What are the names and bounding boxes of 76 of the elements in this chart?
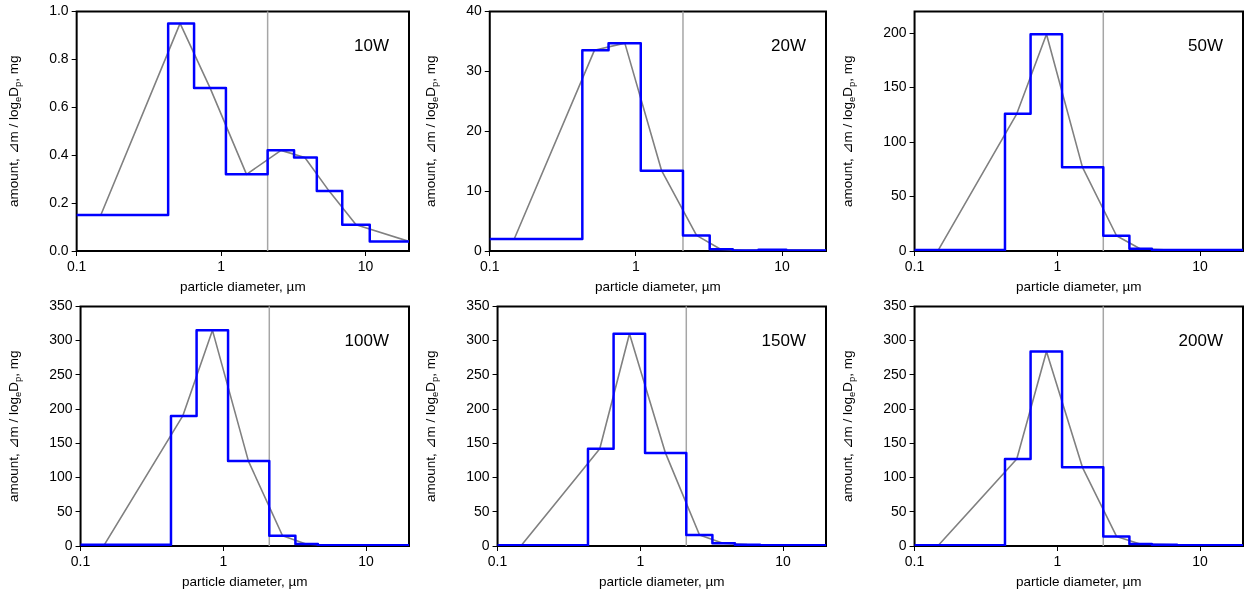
- annotation: 100W: [344, 331, 389, 351]
- y-tick-label: 0: [898, 241, 907, 258]
- y-tick-label: 200: [883, 399, 907, 416]
- x-tick-label: 1: [219, 553, 228, 570]
- y-tick-label: 0.6: [49, 98, 69, 115]
- x-axis-title: particle diameter, µm: [181, 573, 308, 589]
- y-tick-label: 350: [466, 297, 490, 314]
- y-tick-label: 200: [49, 399, 73, 416]
- x-axis-title: particle diameter, µm: [180, 278, 306, 294]
- y-tick-label: 100: [466, 468, 490, 485]
- y-tick-label: 0.4: [49, 146, 69, 163]
- y-tick-label: 50: [473, 502, 490, 519]
- y-tick-label: 100: [883, 468, 907, 485]
- y-axis-title: amount, ⊿m / logeDp, mg: [422, 55, 440, 207]
- x-axis-title: particle diameter, µm: [1015, 278, 1142, 294]
- y-tick-label: 0.0: [49, 241, 69, 258]
- x-tick-label: 0.1: [70, 553, 91, 570]
- y-tick-label: 0.2: [49, 193, 69, 210]
- x-tick-label: 10: [774, 258, 791, 275]
- y-tick-label: 50: [890, 187, 907, 204]
- x-tick-label: 10: [358, 553, 375, 570]
- y-tick-label: 10: [466, 181, 482, 198]
- x-tick-label: 1: [631, 258, 640, 275]
- y-tick-label: 0: [473, 241, 482, 258]
- y-tick-label: 100: [49, 468, 73, 485]
- y-tick-label: 40: [466, 2, 482, 19]
- x-tick-label: 10: [1192, 553, 1209, 570]
- x-tick-label: 10: [775, 553, 792, 570]
- y-tick-label: 250: [466, 365, 490, 382]
- x-tick-label: 10: [1192, 258, 1209, 275]
- y-tick-label: 250: [49, 365, 73, 382]
- x-axis-title: particle diameter, µm: [595, 278, 721, 294]
- y-tick-label: 150: [466, 434, 490, 451]
- y-tick-label: 0: [64, 536, 73, 553]
- y-tick-label: 350: [883, 297, 907, 314]
- y-tick-label: 100: [883, 132, 907, 149]
- x-tick-label: 1: [217, 258, 226, 275]
- x-tick-label: 0.1: [480, 258, 500, 275]
- y-tick-label: 300: [49, 331, 73, 348]
- y-tick-label: 1.0: [49, 2, 69, 19]
- y-tick-label: 20: [466, 122, 482, 139]
- x-axis-title: particle diameter, µm: [1015, 573, 1142, 589]
- y-axis-title: amount, ⊿m / logeDp, mg: [839, 55, 857, 207]
- y-axis-title: amount, ⊿m / logeDp, mg: [422, 350, 440, 502]
- x-tick-label: 0.1: [904, 258, 925, 275]
- x-tick-label: 0.1: [904, 553, 925, 570]
- y-axis-title: amount, ⊿m / logeDp, mg: [5, 55, 23, 207]
- y-axis-title: amount, ⊿m / logeDp, mg: [839, 350, 857, 502]
- y-tick-label: 350: [49, 297, 73, 314]
- y-tick-label: 50: [56, 502, 73, 519]
- y-tick-label: 150: [49, 434, 73, 451]
- y-tick-label: 300: [883, 331, 907, 348]
- y-tick-label: 200: [466, 399, 490, 416]
- x-axis-title: particle diameter, µm: [598, 573, 725, 589]
- y-tick-label: 150: [883, 78, 907, 95]
- y-tick-label: 30: [466, 62, 482, 79]
- y-tick-label: 150: [883, 434, 907, 451]
- annotation: 10W: [354, 36, 389, 56]
- y-tick-label: 200: [883, 24, 907, 41]
- y-axis-title: amount, ⊿m / logeDp, mg: [5, 350, 23, 502]
- y-tick-label: 300: [466, 331, 490, 348]
- x-tick-label: 0.1: [66, 258, 87, 275]
- x-tick-label: 0.1: [487, 553, 508, 570]
- annotation: 50W: [1188, 36, 1223, 56]
- annotation: 200W: [1178, 331, 1223, 351]
- x-tick-label: 1: [1053, 553, 1062, 570]
- y-tick-label: 0: [481, 536, 490, 553]
- x-tick-label: 10: [357, 258, 374, 275]
- y-tick-label: 50: [890, 502, 907, 519]
- x-tick-label: 1: [636, 553, 645, 570]
- x-tick-label: 1: [1053, 258, 1062, 275]
- y-tick-label: 0.8: [49, 50, 69, 67]
- y-tick-label: 250: [883, 365, 907, 382]
- annotation: 20W: [771, 36, 806, 56]
- y-tick-label: 0: [898, 536, 907, 553]
- annotation: 150W: [761, 331, 806, 351]
